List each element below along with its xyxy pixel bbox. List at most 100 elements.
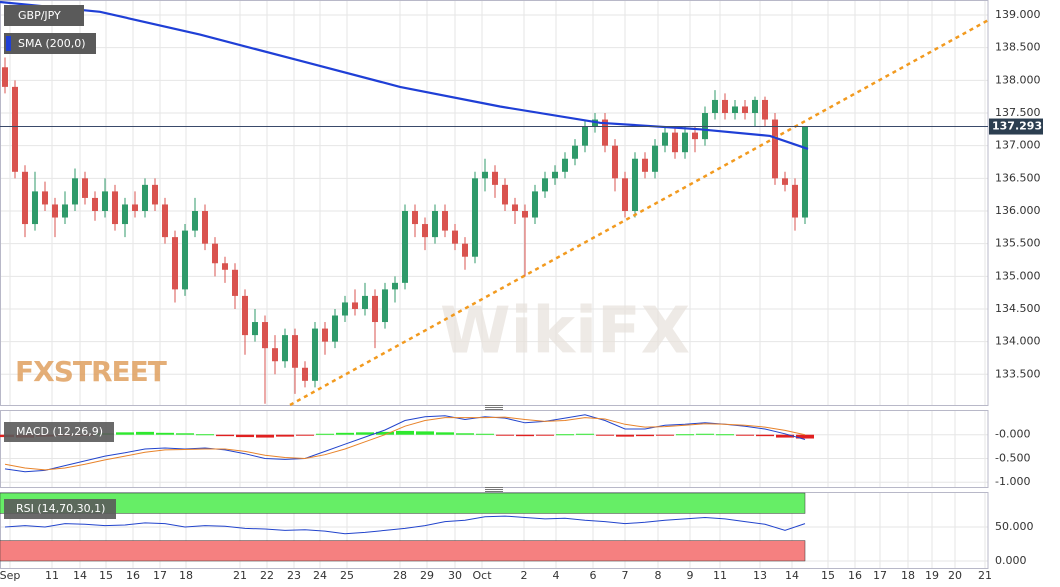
candle-body (302, 367, 308, 381)
macd-histogram-bar (736, 434, 754, 436)
x-tick-label: 20 (948, 569, 962, 582)
sma-line (0, 0, 809, 150)
candle-body (772, 119, 778, 179)
candle-body (482, 171, 488, 179)
y-tick-label: 139.000 (995, 8, 1041, 21)
candle-body (462, 243, 468, 257)
x-tick-label: 18 (179, 569, 193, 582)
candle-body (372, 295, 378, 323)
candle-body (92, 197, 98, 211)
macd-histogram-bar (596, 434, 614, 436)
candle-body (192, 210, 198, 231)
candle-body (352, 302, 358, 309)
candle-body (562, 158, 568, 172)
macd-histogram-bar (796, 434, 814, 439)
x-tick-label: 7 (622, 569, 629, 582)
indicator-label: MACD (12,26,9) (16, 425, 103, 438)
macd-histogram-bar (756, 434, 774, 437)
macd-histogram-bar (356, 432, 374, 435)
candle-body (572, 145, 578, 159)
candle-body (202, 210, 208, 244)
y-tick-label: 137.000 (995, 139, 1041, 152)
x-tick-label: 4 (553, 569, 560, 582)
y-tick-label: 0.000 (995, 554, 1027, 567)
candle-body (432, 210, 438, 238)
x-tick-label: 8 (655, 569, 662, 582)
candle-body (642, 158, 648, 172)
candle-body (112, 191, 118, 225)
candle-body (22, 171, 28, 225)
macd-histogram-bar (276, 434, 294, 437)
candle-body (452, 230, 458, 244)
candle-body (142, 184, 148, 211)
x-tick-label: 19 (925, 569, 939, 582)
y-tick-label: 134.500 (995, 302, 1041, 315)
candle-body (182, 230, 188, 290)
macd-line (4, 414, 806, 473)
candle-body (2, 67, 8, 87)
x-tick-label: 17 (153, 569, 167, 582)
candle-body (152, 184, 158, 205)
x-tick-label: 29 (420, 569, 434, 582)
rsi-band (0, 492, 806, 514)
candle-body (312, 328, 318, 381)
macd-histogram-bar (396, 430, 414, 435)
macd-histogram-bar (656, 434, 674, 436)
x-tick-label: 9 (687, 569, 694, 582)
indicator-label: RSI (14,70,30,1) (16, 502, 105, 515)
candle-body (582, 126, 588, 146)
x-tick-label: 17 (873, 569, 887, 582)
rsi-band (0, 540, 806, 562)
candle-body (122, 204, 128, 225)
candle-body (532, 191, 538, 218)
x-tick-label: 2 (521, 569, 528, 582)
macd-histogram-bar (236, 434, 254, 438)
x-tick-label: 18 (901, 569, 915, 582)
macd-histogram-bar (536, 434, 554, 436)
candle-body (242, 295, 248, 336)
legend-swatch (6, 36, 11, 51)
x-tick-label: 15 (99, 569, 113, 582)
y-tick-label: 135.000 (995, 269, 1041, 282)
candle-body (52, 204, 58, 218)
candle-body (762, 99, 768, 120)
candle-body (512, 204, 518, 211)
candle-body (612, 145, 618, 179)
x-tick-label: 16 (848, 569, 862, 582)
legend-label: SMA (200,0) (18, 37, 86, 50)
candle-body (212, 243, 218, 264)
candle-body (802, 126, 808, 218)
candle-body (322, 328, 328, 342)
candle-body (362, 295, 368, 309)
candle-body (402, 210, 408, 283)
legend-box (4, 33, 96, 54)
candle-body (522, 210, 528, 218)
candle-body (72, 178, 78, 205)
panel-frame (0, 492, 989, 569)
candle-body (422, 224, 428, 238)
x-tick-label: 14 (785, 569, 799, 582)
y-tick-label: 136.000 (995, 204, 1041, 217)
macd-histogram-bar (516, 434, 534, 437)
x-tick-label: 30 (448, 569, 462, 582)
macd-histogram-bar (196, 434, 214, 436)
candle-body (682, 132, 688, 153)
candle-body (162, 204, 168, 238)
x-tick-label: 28 (393, 569, 407, 582)
candle-body (132, 204, 138, 211)
macd-histogram-bar (776, 434, 794, 438)
macd-histogram-bar (136, 431, 154, 435)
candle-body (62, 204, 68, 218)
candle-body (662, 132, 668, 146)
y-tick-label: 50.000 (995, 520, 1034, 533)
candle-body (782, 178, 788, 185)
candle-body (412, 210, 418, 225)
candle-body (752, 99, 758, 114)
macd-histogram-bar (476, 433, 494, 435)
macd-histogram-bar (116, 432, 134, 435)
macd-histogram-bar (696, 433, 714, 435)
x-tick-label: 21 (978, 569, 992, 582)
candle-body (632, 158, 638, 211)
